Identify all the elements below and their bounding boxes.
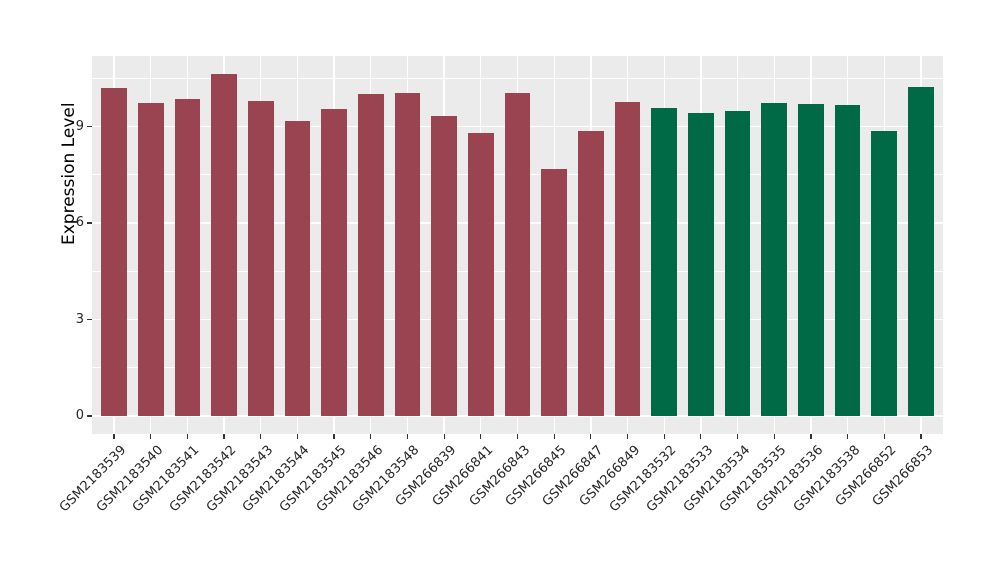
bar	[357, 93, 384, 416]
bar	[431, 115, 457, 416]
x-tick-mark	[810, 434, 812, 439]
x-tick-mark	[443, 434, 445, 439]
x-tick-mark	[223, 434, 225, 439]
bar	[541, 168, 568, 416]
bar	[174, 98, 201, 416]
bar	[834, 105, 861, 416]
x-tick-mark	[700, 434, 702, 439]
bar	[101, 88, 127, 416]
x-tick-mark	[370, 434, 372, 439]
bar	[798, 104, 824, 416]
x-tick-mark	[553, 434, 555, 439]
x-tick-mark	[736, 434, 739, 439]
bar	[578, 130, 604, 416]
y-tick-mark	[86, 318, 92, 321]
bar	[504, 92, 531, 416]
x-tick-mark	[480, 434, 482, 439]
x-tick-mark	[186, 434, 188, 439]
plot-panel	[92, 56, 943, 434]
x-tick-mark	[150, 434, 152, 439]
bar	[908, 86, 934, 416]
x-tick-mark	[333, 434, 335, 439]
y-tick-mark	[86, 125, 92, 128]
x-tick-mark	[773, 434, 775, 439]
x-tick-mark	[847, 434, 849, 439]
y-tick-label: 9	[75, 118, 84, 134]
bar	[761, 103, 788, 416]
x-tick-mark	[920, 434, 922, 439]
x-tick-mark	[626, 434, 629, 439]
x-tick-mark	[516, 434, 519, 439]
x-tick-mark	[406, 434, 409, 439]
bar	[614, 101, 641, 416]
x-tick-mark	[883, 434, 885, 439]
bar	[284, 120, 311, 416]
bar	[211, 74, 237, 416]
bar	[137, 102, 164, 416]
x-tick-mark	[296, 434, 298, 439]
bar	[467, 132, 494, 416]
y-tick-mark	[86, 415, 92, 417]
x-tick-mark	[113, 434, 115, 439]
bar	[321, 109, 347, 416]
y-tick-label: 3	[75, 311, 84, 327]
bar	[871, 131, 898, 416]
y-tick-label: 6	[75, 215, 84, 231]
y-tick-label: 0	[75, 408, 84, 424]
bar	[394, 93, 421, 416]
y-tick-mark	[86, 222, 92, 224]
x-tick-mark	[663, 434, 665, 439]
bar	[724, 111, 751, 416]
x-tick-mark	[260, 434, 262, 439]
bar	[688, 113, 714, 416]
bar	[247, 101, 274, 416]
x-tick-mark	[590, 434, 592, 439]
bar	[651, 107, 678, 416]
